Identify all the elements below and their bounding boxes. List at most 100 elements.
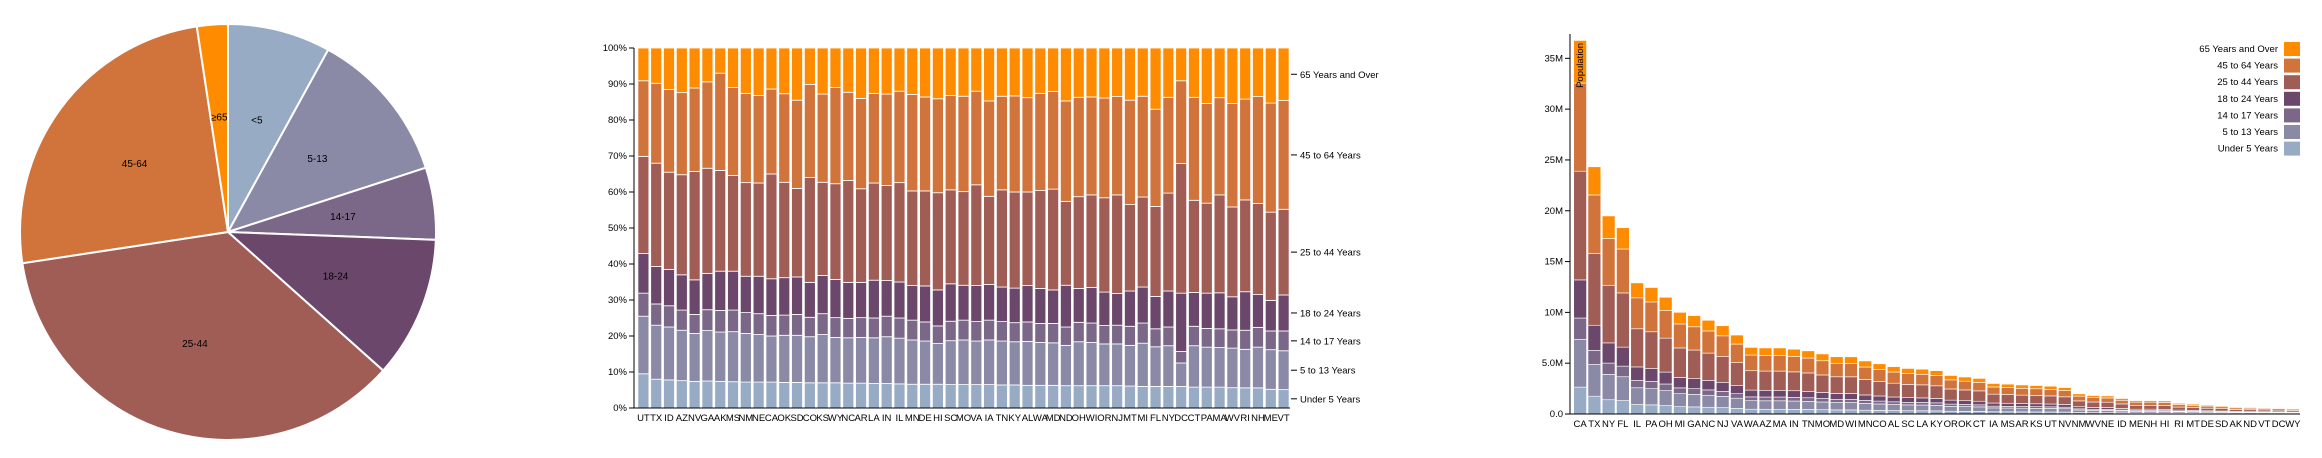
norm-bar-segment [855,382,867,409]
abs-bar-segment [1630,387,1644,405]
norm-bar-segment [1213,194,1226,294]
norm-bar-segment [663,171,675,270]
abs-y-tick-label: 10M [1545,307,1564,318]
norm-bar-segment [1136,322,1149,344]
abs-bar-segment [1758,408,1773,415]
norm-bar-segment [765,173,778,280]
abs-y-tick-label: 35M [1545,53,1564,64]
abs-bar-segment [1944,399,1958,405]
norm-bar-segment [1008,322,1021,343]
norm-bar-segment [778,314,791,336]
abs-bar-segment [1744,408,1758,415]
abs-bar-segment [1758,400,1773,410]
norm-bar-segment [1021,191,1034,286]
norm-bar-segment [1034,190,1047,289]
norm-bar-segment [919,285,931,323]
norm-bar-segment [855,188,867,283]
norm-bar-segment [1252,203,1264,296]
abs-x-tick-label: NM [2072,419,2087,430]
norm-x-tick-label: OR [1097,413,1111,424]
pie-slice-label: 25-44 [182,339,208,350]
norm-bar-segment [919,340,931,385]
abs-x-tick-label: UT [2044,419,2057,430]
norm-bar-segment [714,331,727,382]
norm-bar-segment [752,334,765,383]
norm-bar-segment [1188,47,1200,98]
abs-bar-segment [2001,402,2015,407]
norm-bar-segment [906,47,919,95]
abs-bar-segment [1815,401,1830,410]
norm-bar-segment [1264,47,1277,104]
norm-bar-segment [714,310,727,333]
abs-bar-segment [2029,408,2043,413]
norm-bar-segment [829,279,842,319]
abs-bar-segment [2072,409,2086,413]
abs-bar-segment [2186,407,2200,411]
norm-bar-segment [1111,385,1124,409]
norm-bar-segment [1149,328,1162,348]
abs-bar-segment [1958,376,1972,382]
norm-series-label: 14 to 17 Years [1300,336,1361,347]
pie-slice-label: <5 [251,116,263,127]
abs-bar-segment [1758,396,1773,402]
abs-bar-segment [1901,397,1915,403]
norm-bar-segment [739,92,752,184]
norm-bar-segment [983,319,996,341]
norm-bar-segment [650,303,663,326]
norm-bar-segment [842,281,855,319]
abs-bar-segment [1801,357,1815,374]
norm-x-tick-label: AL [1022,413,1034,424]
norm-bar-segment [1277,47,1290,101]
pie-slice-2 [225,48,428,234]
pie-chart: <5 5-13 14-17 18-24 25-44 45-64 ≥65 [19,22,437,441]
legend-swatch [2284,141,2300,156]
abs-bar-segment [1673,347,1687,378]
abs-bar-segment [1901,404,1915,412]
norm-bar-segment [1149,108,1162,207]
abs-x-tick-label: SD [2215,419,2228,430]
norm-x-tick-label: ME [1264,413,1278,424]
abs-bar-segment [2157,400,2172,403]
norm-bar-segment [1034,92,1047,191]
abs-bar-segment [1573,279,1587,319]
norm-bar-segment [1175,292,1188,352]
abs-bar-segment [2001,394,2015,404]
norm-bar-segment [1034,47,1047,94]
abs-x-tick-label: MD [1829,419,1844,430]
norm-bar-segment [1188,292,1200,327]
norm-bar-segment [996,384,1008,409]
norm-bar-segment [1188,386,1200,409]
norm-bar-segment [1252,346,1264,389]
norm-bar-segment [1226,387,1239,409]
abs-bar-segment [1915,384,1929,399]
abs-bar-segment [2157,405,2172,410]
abs-y-tick-label: 30M [1545,104,1564,115]
abs-bar-segment [1601,238,1616,286]
abs-bar-segment [1658,405,1673,415]
abs-bar-segment [2243,407,2257,409]
norm-bar-segment [867,317,880,339]
legend-swatch [2284,42,2300,56]
norm-x-tick-label: MS [726,413,740,424]
norm-bar-segment [701,167,714,274]
norm-x-tick-label: IL [896,413,904,424]
norm-bar-segment [1136,95,1149,198]
norm-bar-segment [1047,322,1060,344]
norm-bar-segment [1200,202,1213,294]
abs-bar-segment [1929,385,1944,399]
norm-bar-segment [688,47,701,89]
norm-bar-segment [1136,196,1149,288]
norm-bar-segment [765,335,778,383]
norm-x-tick-label: RI [1240,413,1250,424]
abs-bar-segment [2115,403,2129,409]
norm-x-tick-label: WV [1225,413,1241,424]
legend-label: 18 to 24 Years [2217,94,2278,105]
abs-bar-segment [2058,387,2072,391]
abs-bar-segment [1687,378,1701,390]
norm-bar-segment [829,87,842,185]
abs-bar-segment [2271,407,2286,409]
abs-bar-segment [2086,395,2101,398]
norm-bar-segment [1111,194,1124,294]
abs-bar-segment [1701,389,1716,396]
norm-x-tick-label: OK [777,413,791,424]
